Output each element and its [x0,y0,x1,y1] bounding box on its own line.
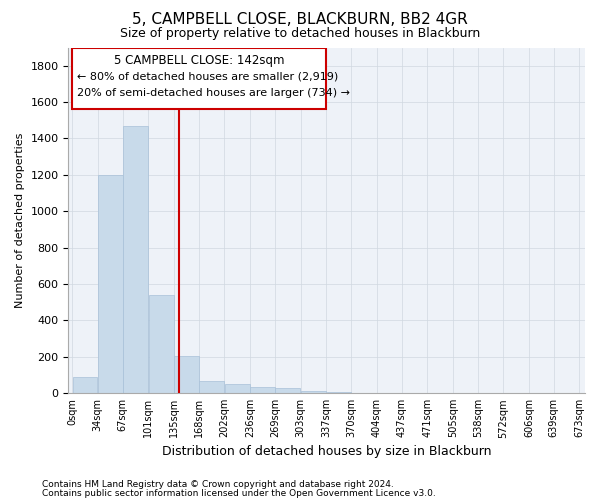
Bar [72,48,326,110]
Text: Size of property relative to detached houses in Blackburn: Size of property relative to detached ho… [120,28,480,40]
Bar [301,392,326,393]
Text: Contains public sector information licensed under the Open Government Licence v3: Contains public sector information licen… [42,488,436,498]
Bar [250,387,275,393]
Bar [326,392,352,393]
Y-axis label: Number of detached properties: Number of detached properties [15,132,25,308]
Bar [199,381,224,393]
Bar [73,377,97,393]
Bar [123,126,148,393]
Bar [149,295,173,393]
Bar [175,356,199,393]
Text: 20% of semi-detached houses are larger (734) →: 20% of semi-detached houses are larger (… [77,88,350,99]
X-axis label: Distribution of detached houses by size in Blackburn: Distribution of detached houses by size … [162,444,491,458]
Bar [225,384,250,393]
Text: Contains HM Land Registry data © Crown copyright and database right 2024.: Contains HM Land Registry data © Crown c… [42,480,394,489]
Bar [275,388,300,393]
Text: 5 CAMPBELL CLOSE: 142sqm: 5 CAMPBELL CLOSE: 142sqm [114,54,284,66]
Bar [352,392,376,393]
Text: ← 80% of detached houses are smaller (2,919): ← 80% of detached houses are smaller (2,… [77,71,338,81]
Text: 5, CAMPBELL CLOSE, BLACKBURN, BB2 4GR: 5, CAMPBELL CLOSE, BLACKBURN, BB2 4GR [132,12,468,28]
Bar [98,175,123,393]
